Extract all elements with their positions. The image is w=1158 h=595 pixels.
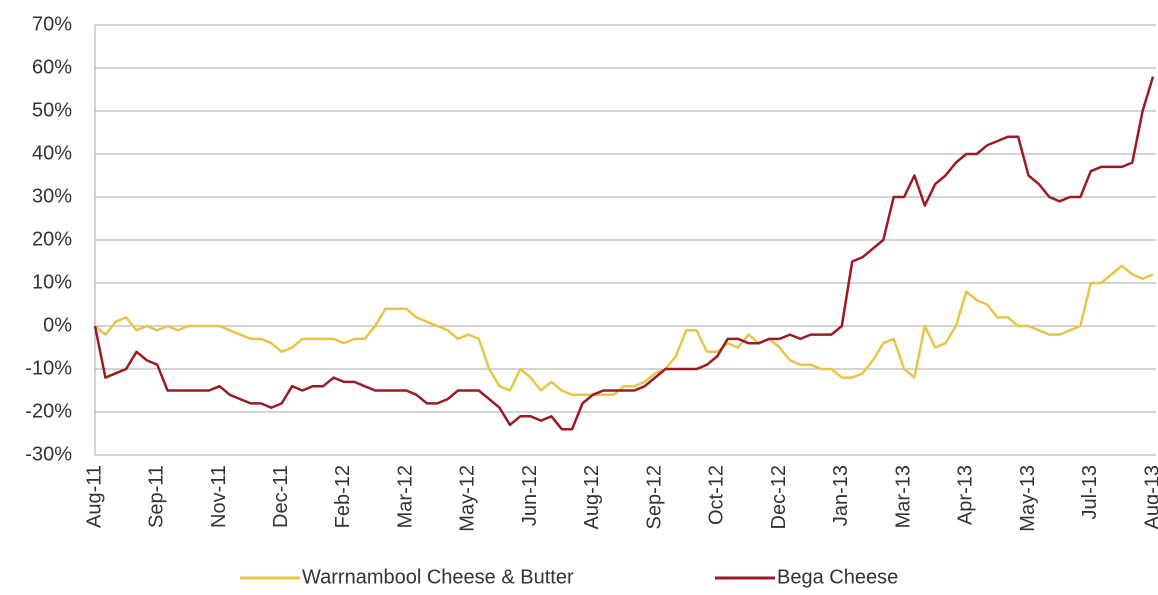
x-tick-label: Sep-12 xyxy=(643,465,665,530)
y-tick-label: 0% xyxy=(43,314,72,336)
y-tick-label: 70% xyxy=(32,13,72,35)
x-tick-label: Aug-13 xyxy=(1141,465,1158,530)
x-tick-label: Oct-12 xyxy=(706,465,728,525)
y-tick-label: 40% xyxy=(32,142,72,164)
x-tick-label: Jun-12 xyxy=(519,465,541,526)
y-tick-label: 20% xyxy=(32,228,72,250)
x-tick-label: Aug-12 xyxy=(581,465,603,530)
x-tick-label: Nov-11 xyxy=(208,465,230,528)
legend-label: Bega Cheese xyxy=(777,566,898,588)
series-line xyxy=(93,76,1155,431)
x-tick-label: Dec-12 xyxy=(768,465,790,529)
x-tick-label: Dec-11 xyxy=(270,465,292,528)
x-tick-label: Feb-12 xyxy=(332,465,354,528)
y-tick-label: -20% xyxy=(25,400,72,422)
x-tick-label: Sep-11 xyxy=(146,465,168,528)
x-tick-label: Aug-11 xyxy=(83,465,105,528)
x-tick-label: Mar-12 xyxy=(394,465,416,528)
y-tick-label: 10% xyxy=(32,271,72,293)
x-tick-label: Jul-13 xyxy=(1079,465,1101,519)
y-tick-label: 60% xyxy=(32,56,72,78)
y-tick-label: 50% xyxy=(32,99,72,121)
x-tick-label: Apr-13 xyxy=(955,465,977,525)
x-tick-label: May-12 xyxy=(457,465,479,532)
legend-label: Warrnambool Cheese & Butter xyxy=(302,566,574,588)
series-line xyxy=(94,264,1154,397)
x-tick-label: May-13 xyxy=(1017,465,1039,532)
x-tick-label: Mar-13 xyxy=(892,465,914,528)
y-tick-label: -30% xyxy=(25,443,72,465)
x-tick-label: Jan-13 xyxy=(830,465,852,526)
y-tick-label: 30% xyxy=(32,185,72,207)
y-tick-label: -10% xyxy=(25,357,72,379)
